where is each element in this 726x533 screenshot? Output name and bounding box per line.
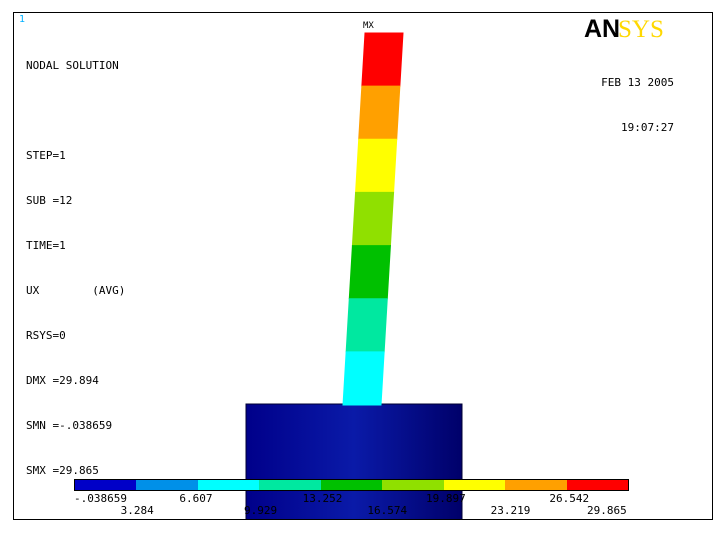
info-line: UX (AVG)	[26, 284, 126, 297]
info-line: NODAL SOLUTION	[26, 59, 119, 72]
legend-label-bottom: 23.219	[490, 504, 531, 517]
column-band	[358, 85, 401, 140]
date-time: FEB 13 2005 19:07:27	[601, 45, 674, 165]
legend-swatch	[566, 480, 628, 490]
model-canvas: MX	[245, 21, 463, 519]
contour-legend	[74, 479, 629, 491]
legend-label-top: 13.252	[302, 492, 343, 505]
legend-swatch	[505, 480, 567, 490]
legend-label-top: -.038659	[74, 492, 127, 505]
info-line: TIME=1	[26, 239, 66, 252]
legend-swatch	[443, 480, 506, 490]
legend-swatch	[320, 480, 383, 490]
legend-swatch	[75, 480, 137, 490]
info-line: SMN =-.038659	[26, 419, 113, 432]
base-block	[245, 403, 463, 519]
time-text: 19:07:27	[621, 121, 674, 134]
legend-label-top: 26.542	[549, 492, 590, 505]
column-band	[355, 138, 398, 193]
legend-swatch	[259, 480, 321, 490]
max-marker-label: MX	[363, 21, 374, 31]
info-line: DMX =29.894	[26, 374, 99, 387]
column-band	[348, 245, 391, 300]
solution-info: NODAL SOLUTION STEP=1 SUB =12 TIME=1 UX …	[26, 28, 125, 508]
info-line: SMX =29.865	[26, 464, 99, 477]
legend-label-top: 19.897	[426, 492, 466, 505]
window-number: 1	[19, 14, 26, 25]
graphics-viewport[interactable]: 1 NODAL SOLUTION STEP=1 SUB =12 TIME=1 U…	[13, 12, 713, 520]
ansys-logo: AN SYS	[584, 15, 664, 43]
column-bands	[342, 32, 404, 406]
date-text: FEB 13 2005	[601, 76, 674, 89]
info-line: SUB =12	[26, 194, 73, 207]
legend-label-bottom: 29.865	[587, 504, 627, 517]
legend-label-bottom: 3.284	[120, 504, 154, 517]
info-line: STEP=1	[26, 149, 66, 162]
legend-label-top: 6.607	[179, 492, 213, 505]
logo-part-an: AN	[584, 15, 620, 43]
legend-swatch	[382, 480, 444, 490]
legend-swatch	[136, 480, 198, 490]
legend-label-bottom: 9.929	[244, 504, 278, 517]
legend-label-bottom: 16.574	[367, 504, 408, 517]
column-band	[345, 298, 388, 353]
logo-part-sys: SYS	[618, 16, 664, 43]
column-band	[351, 191, 395, 247]
info-line: RSYS=0	[26, 329, 66, 342]
legend-swatch	[197, 480, 260, 490]
column-band	[361, 32, 404, 87]
column-band	[342, 351, 385, 406]
